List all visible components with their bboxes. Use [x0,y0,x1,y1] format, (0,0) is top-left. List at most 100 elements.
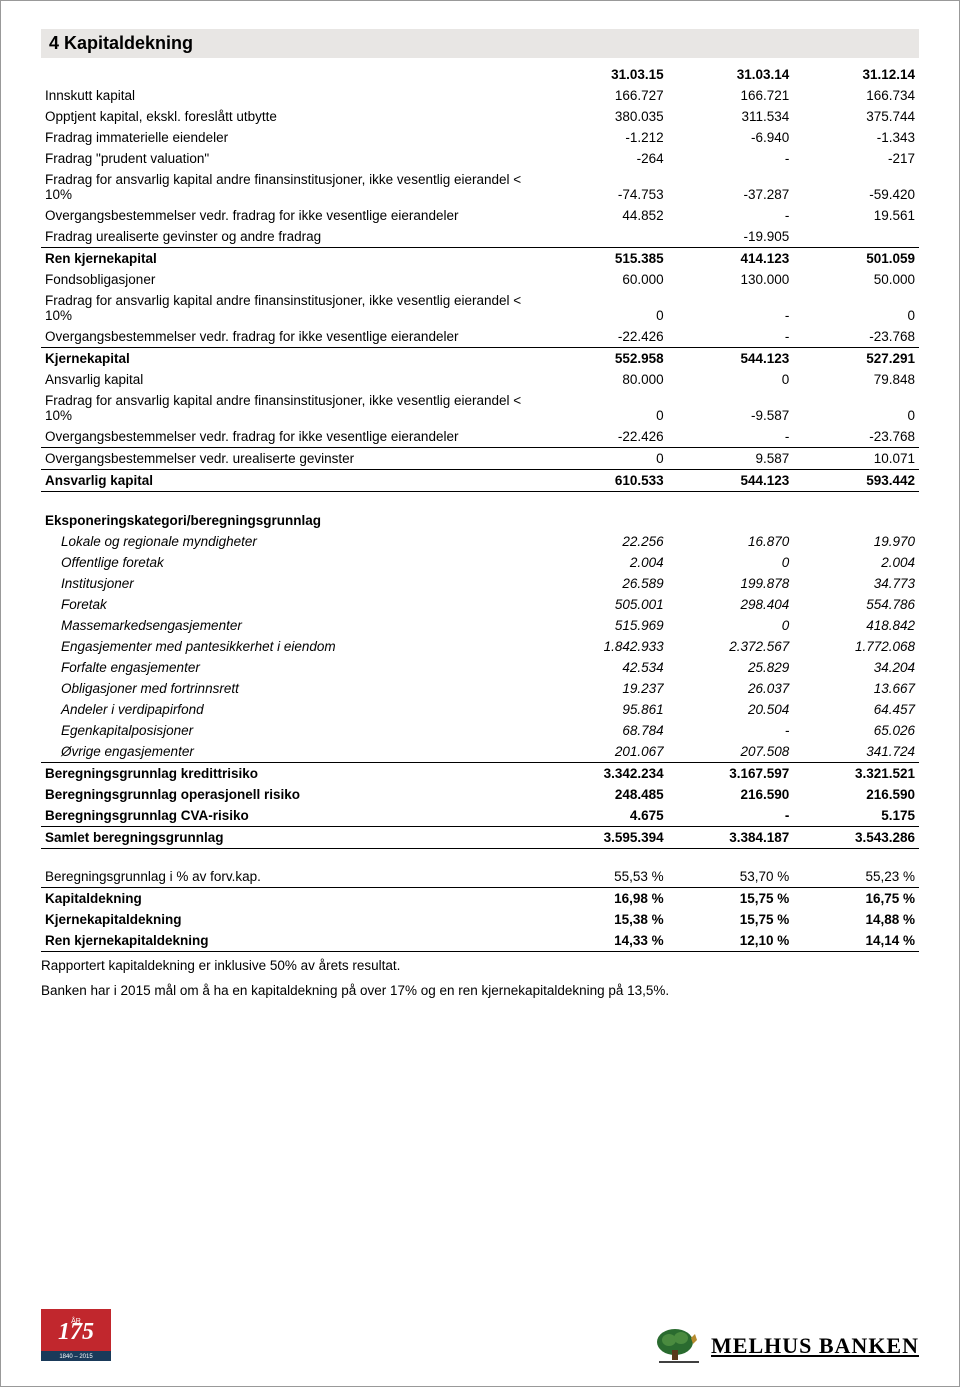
row-value: 95.861 [542,699,668,720]
row-label: Obligasjoner med fortrinnsrett [41,678,542,699]
row-label: Samlet beregningsgrunnlag [41,826,542,848]
row-value: 22.256 [542,531,668,552]
table-row: Overgangsbestemmelser vedr. fradrag for … [41,426,919,448]
row-value: 593.442 [793,470,919,492]
table-row: Ansvarlig kapital80.000079.848 [41,369,919,390]
row-value: 311.534 [668,106,794,127]
row-value: 216.590 [668,784,794,805]
row-value: 0 [542,448,668,470]
row-label: Kapitaldekning [41,888,542,910]
table-row: Offentlige foretak2.00402.004 [41,552,919,573]
bank-logo: MELHUS BANKEN [655,1326,919,1366]
table-row: Overgangsbestemmelser vedr. fradrag for … [41,326,919,348]
row-value: 414.123 [668,248,794,270]
row-value: 19.561 [793,205,919,226]
row-value: 14,14 % [793,930,919,952]
row-value: 0 [668,369,794,390]
table-row: Obligasjoner med fortrinnsrett19.23726.0… [41,678,919,699]
row-value: 527.291 [793,348,919,370]
row-label: Massemarkedsengasjementer [41,615,542,636]
table-row: Beregningsgrunnlag kredittrisiko3.342.23… [41,762,919,784]
row-value: 201.067 [542,741,668,763]
row-value: - [668,205,794,226]
table-row: Andeler i verdipapirfond95.86120.50464.4… [41,699,919,720]
table-row: Lokale og regionale myndigheter22.25616.… [41,531,919,552]
row-value: 2.004 [793,552,919,573]
row-label: Overgangsbestemmelser vedr. fradrag for … [41,426,542,448]
row-value: -6.940 [668,127,794,148]
row-value: 2.372.567 [668,636,794,657]
table-row: Foretak505.001298.404554.786 [41,594,919,615]
row-label: Innskutt kapital [41,85,542,106]
table-row: Fradrag urealiserte gevinster og andre f… [41,226,919,248]
row-value: 130.000 [668,269,794,290]
row-value: -217 [793,148,919,169]
row-value: 0 [793,290,919,326]
row-value: 44.852 [542,205,668,226]
row-value: 14,33 % [542,930,668,952]
row-label: Overgangsbestemmelser vedr. urealiserte … [41,448,542,470]
row-value: 515.969 [542,615,668,636]
row-value: 3.342.234 [542,762,668,784]
row-value: 42.534 [542,657,668,678]
exposure-header: Eksponeringskategori/beregningsgrunnlag [41,510,542,531]
row-value [793,226,919,248]
row-value: 0 [668,615,794,636]
row-value: -22.426 [542,326,668,348]
row-value: 16,98 % [542,888,668,910]
row-label: Fradrag for ansvarlig kapital andre fina… [41,290,542,326]
row-value: 166.727 [542,85,668,106]
row-value: 79.848 [793,369,919,390]
row-value: 50.000 [793,269,919,290]
table-row: Opptjent kapital, ekskl. foreslått utbyt… [41,106,919,127]
row-value: - [668,805,794,827]
row-label: Beregningsgrunnlag CVA-risiko [41,805,542,827]
table-row: Beregningsgrunnlag operasjonell risiko24… [41,784,919,805]
row-value: -1.212 [542,127,668,148]
row-value: 166.734 [793,85,919,106]
row-label: Andeler i verdipapirfond [41,699,542,720]
row-value: 25.829 [668,657,794,678]
row-value: 3.321.521 [793,762,919,784]
row-label: Institusjoner [41,573,542,594]
table-row: Egenkapitalposisjoner68.784-65.026 [41,720,919,741]
row-value: 418.842 [793,615,919,636]
tree-icon [655,1326,703,1366]
row-value: 544.123 [668,348,794,370]
row-value: 14,88 % [793,909,919,930]
exposure-header-row: Eksponeringskategori/beregningsgrunnlag [41,510,919,531]
row-value: 9.587 [668,448,794,470]
document-page: 4 Kapitaldekning 31.03.15 31.03.14 31.12… [0,0,960,1387]
row-label: Engasjementer med pantesikkerhet i eiend… [41,636,542,657]
row-value: 552.958 [542,348,668,370]
col-date-1: 31.03.15 [542,64,668,85]
row-value: 1.772.068 [793,636,919,657]
row-value: 515.385 [542,248,668,270]
row-value: 55,23 % [793,866,919,888]
row-value: - [668,426,794,448]
row-value: - [668,148,794,169]
table-row: Innskutt kapital166.727166.721166.734 [41,85,919,106]
row-value: 554.786 [793,594,919,615]
row-value: 2.004 [542,552,668,573]
row-value: 20.504 [668,699,794,720]
row-value: 26.037 [668,678,794,699]
row-value: 34.204 [793,657,919,678]
row-value: -22.426 [542,426,668,448]
row-value: -59.420 [793,169,919,205]
table-row: Kjernekapitaldekning15,38 %15,75 %14,88 … [41,909,919,930]
row-label: Øvrige engasjementer [41,741,542,763]
row-value: -19.905 [668,226,794,248]
row-value: 298.404 [668,594,794,615]
page-footer: 175 ÅR 1840 – 2015 MELHUS BANKEN [41,1309,919,1366]
table-row: Engasjementer med pantesikkerhet i eiend… [41,636,919,657]
row-label: Foretak [41,594,542,615]
table-row: Kjernekapital552.958544.123527.291 [41,348,919,370]
footnote-2: Banken har i 2015 mål om å ha en kapital… [41,983,919,998]
svg-text:ÅR: ÅR [71,1316,81,1325]
row-value: 80.000 [542,369,668,390]
row-label: Egenkapitalposisjoner [41,720,542,741]
row-value: 15,75 % [668,909,794,930]
table-row: Fradrag for ansvarlig kapital andre fina… [41,169,919,205]
footnote-1: Rapportert kapitaldekning er inklusive 5… [41,958,919,973]
